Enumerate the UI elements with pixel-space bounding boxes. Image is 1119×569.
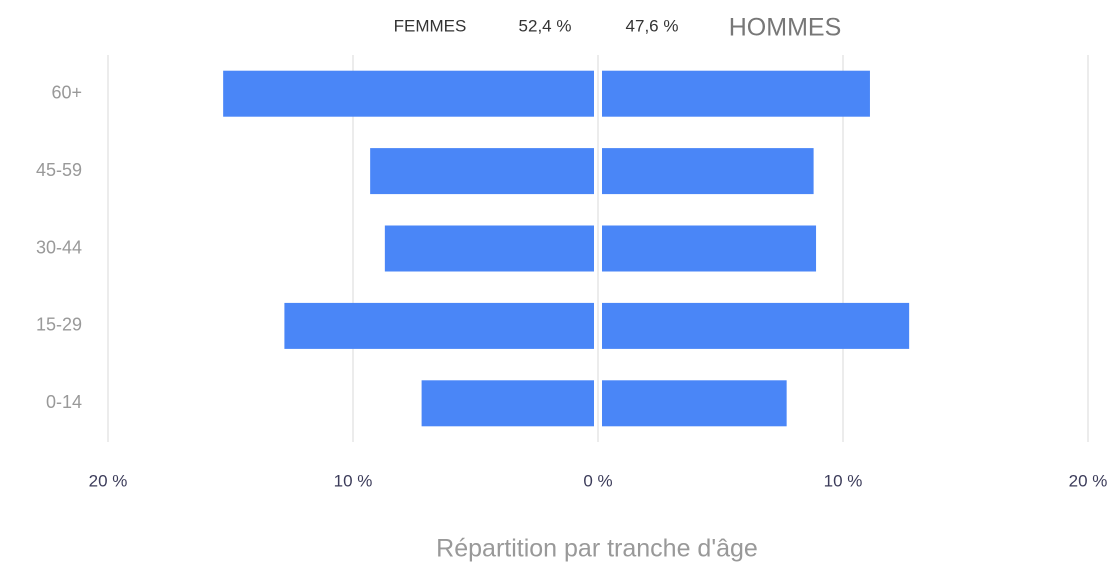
legend-left: FEMMES bbox=[394, 16, 467, 35]
bar bbox=[602, 302, 910, 349]
y-tick-label: 15-29 bbox=[36, 315, 82, 335]
bar bbox=[284, 302, 594, 349]
bar bbox=[602, 70, 870, 117]
total-right: 47,6 % bbox=[626, 16, 679, 35]
x-tick-label: 20 % bbox=[1069, 471, 1108, 490]
y-tick-label: 60+ bbox=[51, 82, 82, 102]
bar bbox=[602, 225, 817, 272]
legend-right: HOMMES bbox=[729, 14, 842, 42]
bar bbox=[223, 70, 594, 117]
bar bbox=[602, 148, 814, 195]
bar bbox=[421, 380, 594, 427]
x-tick-label: 10 % bbox=[334, 471, 373, 490]
x-tick-label: 10 % bbox=[824, 471, 863, 490]
x-axis-label: Répartition par tranche d'âge bbox=[436, 535, 758, 563]
x-tick-label: 20 % bbox=[89, 471, 128, 490]
y-tick-label: 30-44 bbox=[36, 237, 82, 257]
bar bbox=[602, 380, 787, 427]
y-tick-label: 0-14 bbox=[46, 392, 82, 412]
x-tick-label: 0 % bbox=[583, 471, 612, 490]
bar bbox=[370, 148, 594, 195]
bar bbox=[384, 225, 594, 272]
total-left: 52,4 % bbox=[519, 16, 572, 35]
y-tick-label: 45-59 bbox=[36, 160, 82, 180]
